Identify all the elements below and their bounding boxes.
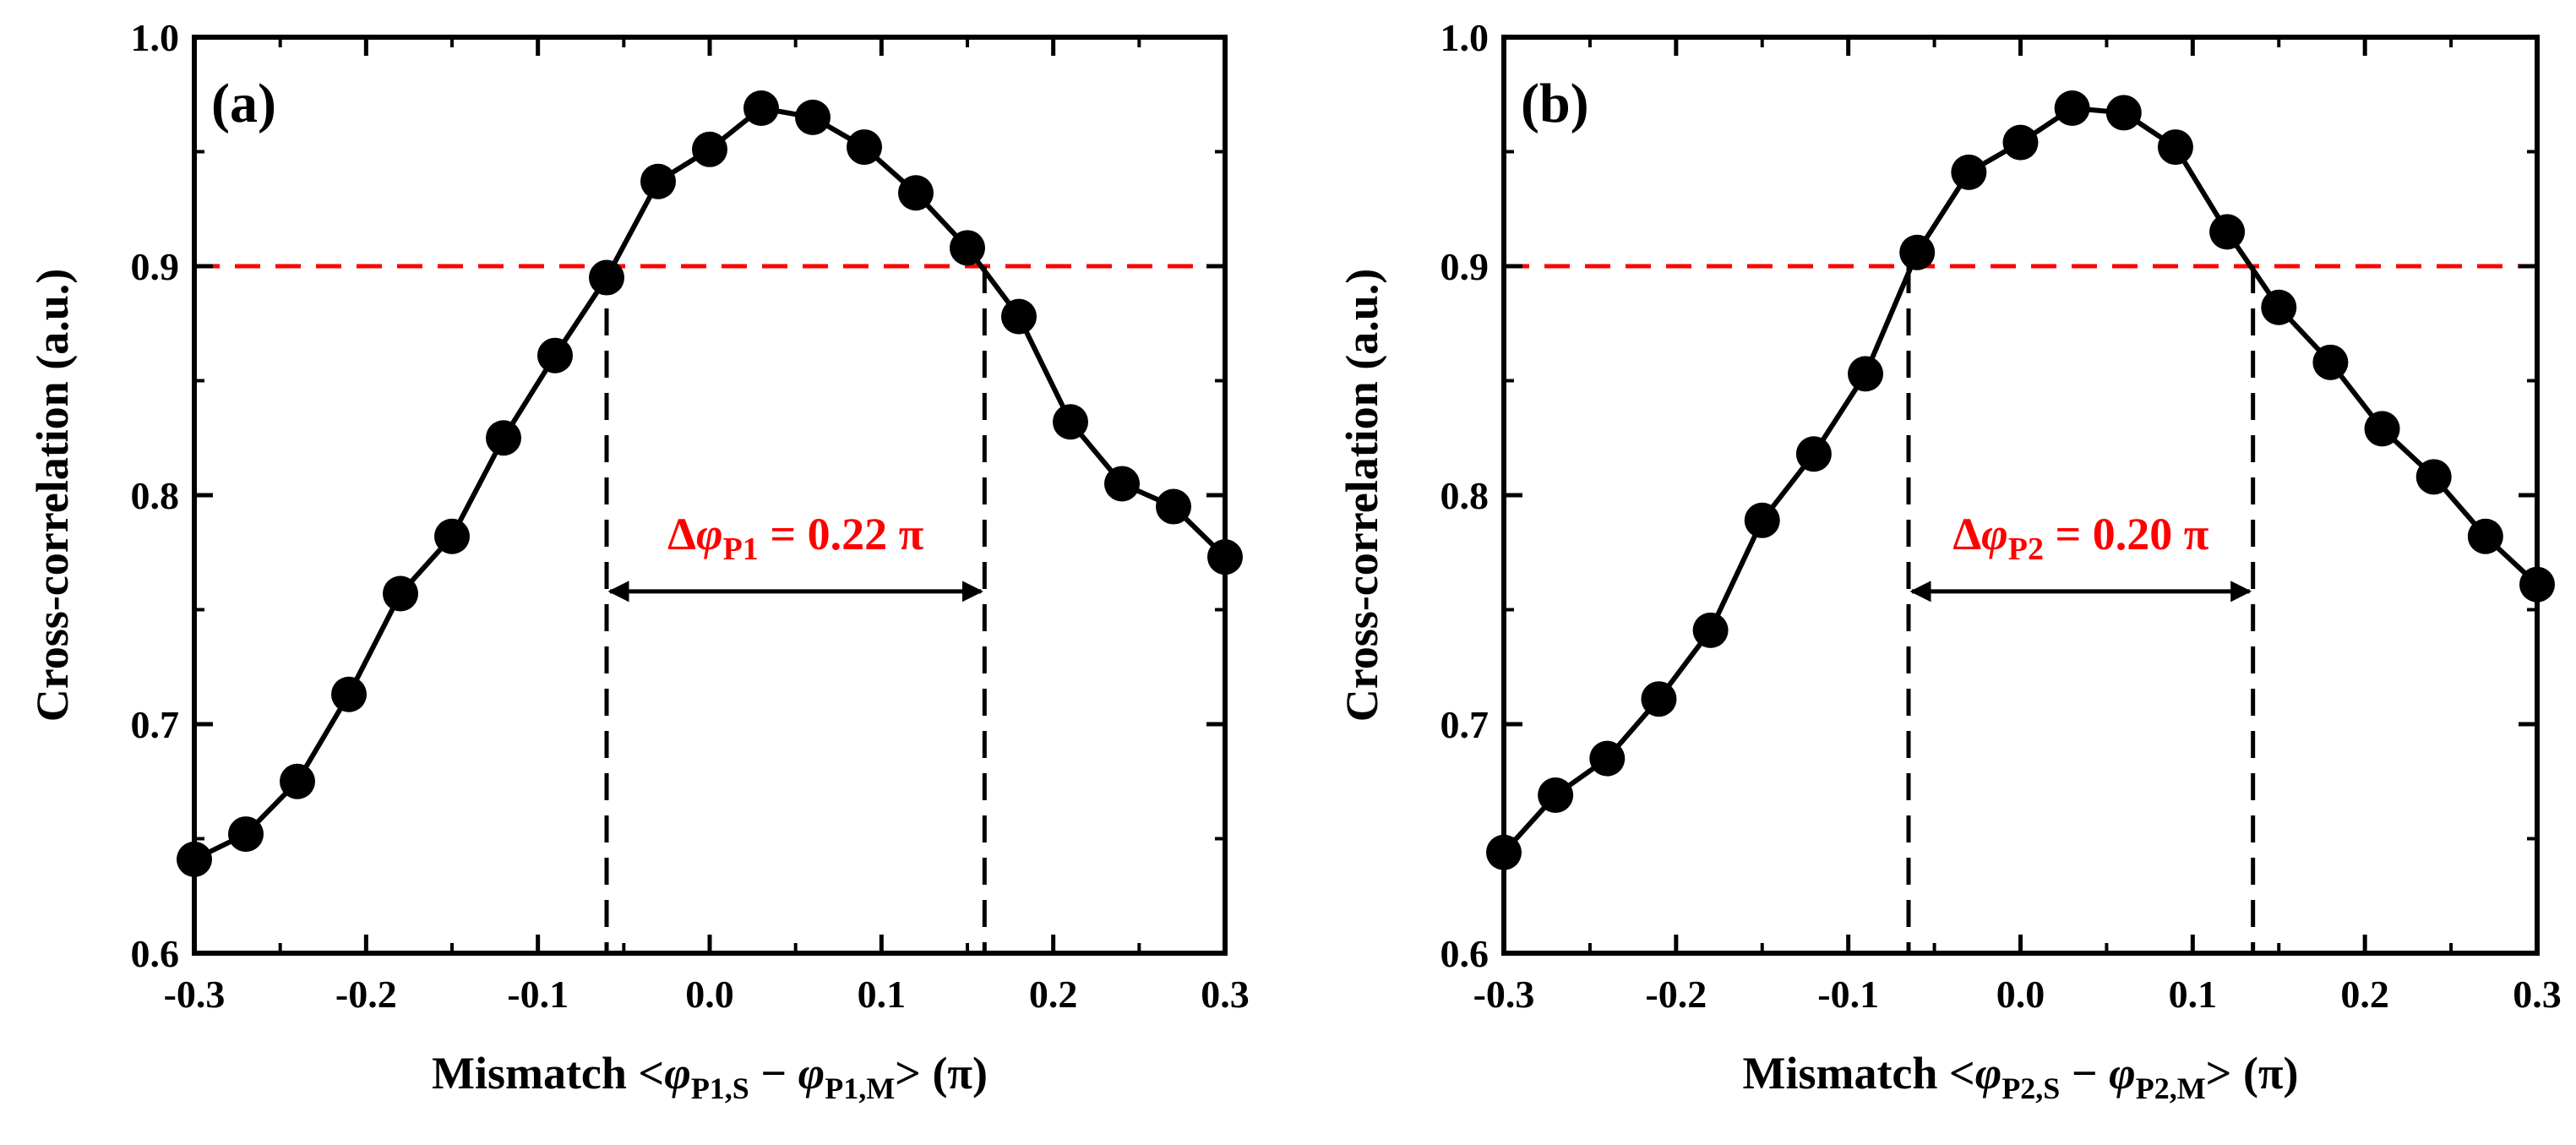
width-annotation: ΔφP1 = 0.22 π [667, 509, 923, 567]
y-tick-label: 1.0 [131, 16, 180, 59]
chart-panel-a: ΔφP1 = 0.22 π -0.3 -0.2 -0.1 0.0 0.1 0.2 0.3 0.6… [27, 16, 1250, 1105]
x-tick-label: -0.1 [507, 973, 569, 1016]
data-point [2209, 214, 2246, 250]
data-point [1641, 681, 1677, 717]
y-tick-label: 0.7 [131, 703, 180, 746]
width-annotation: ΔφP2 = 0.20 π [1952, 509, 2208, 567]
x-tick-label: -0.2 [335, 973, 397, 1016]
y-tick-label: 0.9 [131, 245, 180, 288]
y-tick-label: 0.8 [131, 474, 180, 517]
y-tick-label: 0.8 [1440, 474, 1490, 517]
data-point [2415, 459, 2452, 495]
x-tick-label: 0.3 [1201, 973, 1250, 1016]
data-point [486, 420, 521, 456]
y-axis-title: Cross-correlation (a.u.) [27, 269, 78, 722]
data-point [1001, 298, 1037, 335]
y-tick-label: 0.6 [131, 932, 180, 975]
x-tick-label: -0.2 [1645, 973, 1707, 1016]
data-point [1744, 502, 1780, 538]
y-tick-label: 0.6 [1440, 932, 1490, 975]
data-point [2157, 129, 2193, 166]
y-tick-label: 1.0 [1440, 16, 1490, 59]
x-tick-label: 0.2 [2340, 973, 2389, 1016]
data-point [847, 129, 882, 166]
x-axis-title: Mismatch <φP1,S − φP1,M> (π) [432, 1048, 988, 1105]
panel-label: (b) [1521, 73, 1589, 134]
data-point [2261, 289, 2297, 325]
data-point [1538, 777, 1574, 814]
data-point [1899, 234, 1936, 270]
data-point [898, 175, 934, 211]
data-point [1692, 612, 1729, 648]
series-line [1501, 106, 2540, 854]
data-point [228, 816, 264, 853]
x-tick-label: 0.1 [858, 973, 907, 1016]
data-point [589, 259, 624, 296]
x-tick-label: 0.3 [2513, 973, 2562, 1016]
panel-label: (a) [211, 73, 276, 134]
x-tick-label: -0.1 [1817, 973, 1879, 1016]
x-tick-label: 0.2 [1029, 973, 1078, 1016]
y-axis-title: Cross-correlation (a.u.) [1337, 269, 1387, 722]
data-point [2364, 411, 2400, 447]
chart-panel-b: ΔφP2 = 0.20 π -0.3 -0.2 -0.1 0.0 0.1 0.2 0.3 0.6… [1337, 16, 2562, 1105]
x-tick-label: 0.1 [2169, 973, 2218, 1016]
data-point [692, 131, 727, 167]
data-point [1156, 488, 1191, 525]
data-point [640, 163, 676, 199]
series-line [193, 106, 1228, 862]
data-point [2054, 90, 2090, 127]
data-point [2312, 344, 2349, 380]
x-axis-title: Mismatch <φP2,S − φP2,M> (π) [1742, 1048, 2298, 1105]
data-point [950, 230, 985, 266]
data-point [1795, 436, 1832, 472]
y-tick-label: 0.9 [1440, 245, 1490, 288]
data-point [331, 676, 367, 712]
data-point [1104, 466, 1140, 502]
data-point [1589, 740, 1626, 777]
plot-frame [192, 35, 1228, 956]
data-point [434, 518, 470, 554]
x-tick-label: 0.0 [685, 973, 734, 1016]
data-point [1951, 154, 1987, 190]
data-point [2002, 124, 2039, 161]
data-point [743, 90, 779, 127]
data-point [1848, 356, 1884, 392]
data-point [795, 99, 831, 135]
data-point [2105, 95, 2142, 131]
x-tick-label: -0.3 [164, 973, 226, 1016]
x-tick-label: 0.0 [1996, 973, 2045, 1016]
x-tick-label: -0.3 [1473, 973, 1535, 1016]
data-point [383, 575, 418, 612]
y-tick-label: 0.7 [1440, 703, 1490, 746]
data-point [537, 337, 573, 373]
data-point [280, 763, 315, 799]
plot-frame [1501, 35, 2540, 956]
data-point [1053, 404, 1088, 440]
data-point [2467, 518, 2503, 554]
